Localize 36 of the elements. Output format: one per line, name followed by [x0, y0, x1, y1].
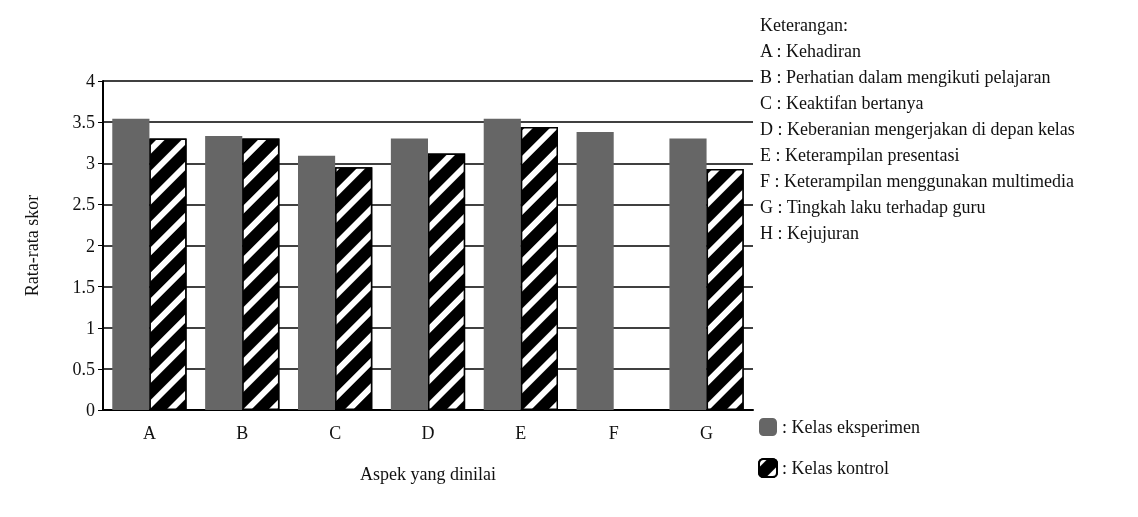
y-tick-label: 2 [86, 235, 95, 256]
x-tick-label: B [236, 423, 249, 443]
x-tick-label: C [329, 423, 342, 443]
text: F : Keterampilan menggunakan multimedia [760, 170, 1075, 193]
x-tick-label: F [608, 423, 619, 443]
text: D : Keberanian mengerjakan di depan kelas [760, 118, 1076, 141]
bar [390, 138, 428, 410]
bar [205, 136, 243, 410]
y-tick-label: 3 [86, 153, 95, 174]
text: A : Kehadiran [760, 40, 862, 63]
x-tick-label: E [515, 423, 527, 443]
x-axis-title: Aspek yang dinilai [360, 464, 496, 484]
text: Keterangan: [760, 14, 849, 37]
text: E : Keterampilan presentasi [760, 144, 961, 167]
bar [298, 155, 336, 410]
legend-label: : Kelas eksperimen [782, 417, 920, 437]
y-tick-label: 0 [86, 400, 95, 420]
text: H : Kejujuran [760, 222, 860, 245]
x-tick-label: D [421, 423, 435, 443]
y-tick-label: 0.5 [72, 358, 95, 379]
bar [112, 118, 150, 410]
text: G : Tingkah laku terhadap guru [760, 196, 987, 219]
y-axis-title: Rata-rata skor [22, 194, 42, 297]
y-tick-label: 3.5 [72, 112, 95, 133]
y-tick-label: 2.5 [72, 194, 95, 215]
bar [483, 118, 521, 410]
bar [576, 132, 614, 410]
y-tick-label: 1 [86, 317, 95, 338]
y-tick-label: 4 [86, 71, 95, 91]
x-tick-label: A [142, 423, 156, 443]
text: B : Perhatian dalam mengikuti pelajaran [760, 66, 1052, 89]
text: C : Keaktifan bertanya [760, 92, 925, 115]
bar [669, 138, 707, 410]
legend-label: : Kelas kontrol [782, 458, 889, 478]
x-tick-label: G [700, 423, 714, 443]
y-tick-label: 1.5 [72, 276, 95, 297]
